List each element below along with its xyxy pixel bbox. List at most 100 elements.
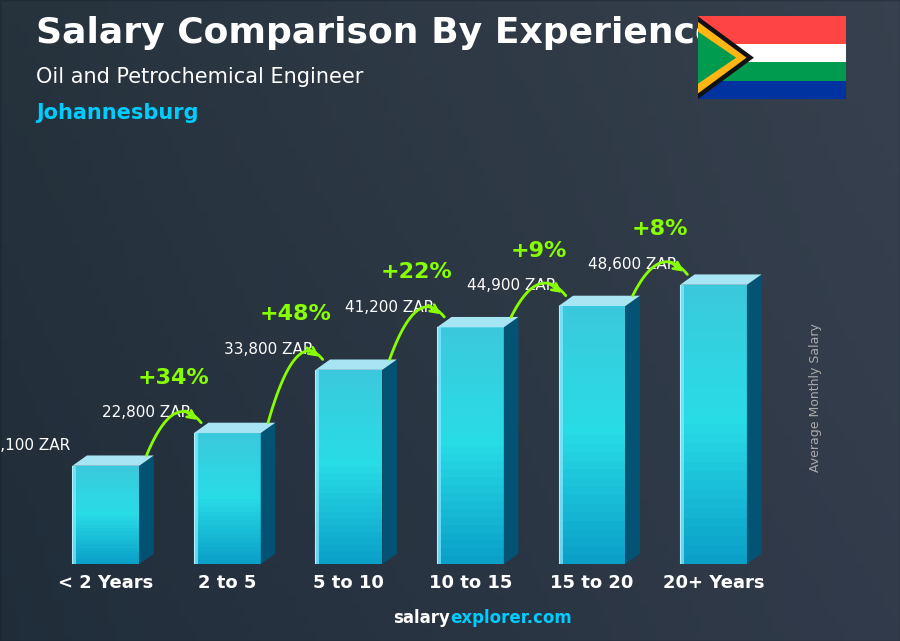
Bar [680,350,747,359]
Polygon shape [626,296,640,564]
Bar [72,485,140,488]
Bar [72,561,140,564]
Bar [680,331,747,340]
Bar [559,340,626,349]
Bar [559,392,626,401]
Bar [72,476,140,479]
Bar [680,285,747,294]
Bar [559,323,626,332]
Bar [437,485,504,493]
Bar [437,478,504,485]
Bar [559,418,626,426]
Bar [194,516,261,520]
Bar [72,541,140,544]
Bar [680,285,684,564]
Bar [437,501,504,509]
Bar [437,414,504,422]
Bar [194,533,261,538]
Bar [437,462,504,469]
Bar [72,472,140,476]
Bar [72,495,140,499]
Bar [680,340,747,350]
Bar [315,531,382,538]
Bar [315,435,382,441]
Text: 48,600 ZAR: 48,600 ZAR [589,257,678,272]
Polygon shape [140,456,154,564]
Bar [559,358,626,366]
Polygon shape [194,422,275,433]
Bar [680,462,747,471]
Bar [315,409,382,415]
Bar [559,495,626,504]
Bar [437,351,504,359]
Bar [437,548,504,556]
Bar [315,370,320,564]
Bar [437,493,504,501]
Bar [437,422,504,430]
Bar [72,469,140,472]
Bar [680,554,747,564]
Text: +9%: +9% [510,241,567,261]
Bar [72,488,140,492]
Bar [315,370,382,376]
Bar [72,466,140,469]
Bar [559,306,626,315]
Bar [315,480,382,487]
Bar [194,547,261,551]
Polygon shape [698,22,746,94]
Bar [72,515,140,518]
Bar [315,474,382,480]
Bar [680,397,747,406]
Bar [559,332,626,340]
Bar [194,538,261,542]
Bar [437,390,504,398]
Bar [194,446,261,451]
Bar [680,322,747,331]
Text: Johannesburg: Johannesburg [36,103,199,122]
Bar [315,506,382,512]
Polygon shape [747,274,761,564]
Bar [194,455,261,459]
Text: 44,900 ZAR: 44,900 ZAR [467,278,556,294]
Bar [559,453,626,461]
Bar [194,520,261,525]
Bar [315,428,382,435]
Bar [559,547,626,556]
Bar [315,460,382,467]
Bar [680,406,747,415]
Bar [194,529,261,533]
Bar [315,493,382,499]
Bar [194,481,261,485]
Bar [559,529,626,538]
Bar [559,538,626,547]
Bar [559,315,626,323]
Bar [194,503,261,507]
Bar [72,554,140,558]
Bar [72,466,76,564]
Bar [559,401,626,409]
Bar [698,81,846,99]
Polygon shape [680,274,761,285]
Bar [680,443,747,453]
Bar [437,533,504,540]
Bar [680,480,747,490]
Bar [315,558,382,564]
Bar [559,478,626,487]
Bar [559,504,626,512]
Text: 17,100 ZAR: 17,100 ZAR [0,438,70,453]
Bar [315,447,382,454]
Text: explorer.com: explorer.com [450,609,572,627]
Bar [72,535,140,538]
Bar [680,490,747,499]
Polygon shape [72,456,154,466]
Bar [194,512,261,516]
Bar [315,441,382,447]
Bar [72,512,140,515]
Text: Salary Comparison By Experience: Salary Comparison By Experience [36,16,719,50]
Bar [437,374,504,383]
Bar [680,471,747,480]
Bar [315,499,382,506]
Text: +22%: +22% [381,262,453,282]
Bar [194,463,261,468]
Bar [72,518,140,522]
